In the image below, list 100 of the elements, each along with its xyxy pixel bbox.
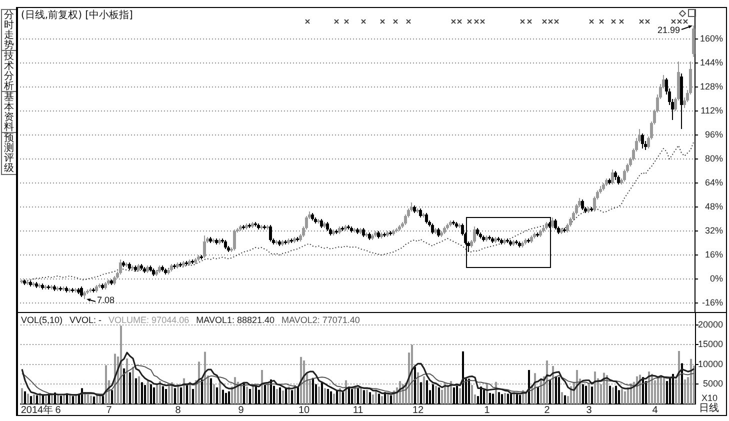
- line-series: [21, 142, 694, 282]
- bar: [546, 360, 548, 404]
- bar: [126, 358, 128, 404]
- bar: [324, 388, 326, 404]
- x-tick-label: 3: [586, 404, 592, 416]
- bar: [267, 382, 269, 404]
- bar: [261, 370, 263, 404]
- y-tick-label: 20000: [698, 319, 723, 330]
- bar: [219, 382, 221, 404]
- bar: [198, 362, 200, 404]
- bar: [459, 388, 461, 404]
- bar: [156, 383, 158, 404]
- bar: [75, 395, 77, 404]
- bar: [690, 358, 692, 404]
- text: 日线: [699, 403, 719, 414]
- side-tab: 预测评级: [1, 132, 16, 175]
- bar: [120, 326, 122, 404]
- y-tick-label: 15000: [698, 339, 723, 350]
- x-tick-label: 4: [652, 404, 658, 416]
- y-axis-title: X10: [702, 392, 718, 403]
- bar: [45, 396, 47, 404]
- bar: [663, 377, 665, 404]
- bar: [525, 392, 527, 404]
- bar: [303, 360, 305, 404]
- bar: [660, 376, 662, 404]
- bar: [606, 375, 608, 404]
- y-tick-label: 64%: [704, 177, 723, 188]
- bar: [213, 384, 215, 404]
- bar: [624, 391, 626, 404]
- bar: [435, 386, 437, 404]
- bar: [540, 379, 542, 404]
- annotation: 21.99: [657, 25, 680, 35]
- x-tick-label: 2014年: [20, 404, 54, 416]
- y-tick-label: 96%: [704, 129, 723, 140]
- bar: [648, 372, 650, 404]
- y-tick-label: 0%: [710, 273, 723, 284]
- bar: [612, 387, 614, 404]
- side-tab: 技术分析: [1, 50, 16, 93]
- text: MAVOL2: 77071.40: [282, 314, 360, 326]
- bar: [27, 394, 29, 404]
- bar: [381, 396, 383, 404]
- x-tick-label: 11: [352, 404, 364, 416]
- bar: [552, 366, 554, 404]
- x-tick-label: 1: [484, 404, 490, 416]
- bar: [657, 378, 659, 404]
- side-tab: 分时走势: [1, 9, 16, 52]
- bar: [561, 392, 563, 404]
- bar: [417, 372, 419, 404]
- text: MAVOL1: 88821.40: [196, 314, 274, 326]
- bar: [387, 393, 389, 404]
- bar: [240, 385, 242, 404]
- bar: [159, 381, 161, 404]
- bar: [333, 394, 335, 404]
- bar: [132, 366, 134, 404]
- bar: [168, 386, 170, 404]
- y-tick-label: 160%: [700, 33, 723, 44]
- bar: [57, 394, 59, 404]
- y-tick-label: 10000: [698, 358, 723, 369]
- bar: [87, 394, 89, 404]
- x-tick-label: 10: [298, 404, 310, 416]
- bar: [471, 385, 473, 404]
- y-tick-label: 5000: [702, 378, 723, 389]
- bar: [621, 388, 623, 404]
- series-label: VOLUME: 97044.06: [108, 314, 190, 326]
- y-tick-label: 144%: [700, 57, 723, 68]
- side-tab: 基本资料: [1, 91, 16, 134]
- bar: [594, 372, 596, 404]
- y-tick-label: 128%: [700, 81, 723, 92]
- bar: [366, 390, 368, 404]
- bar: [246, 386, 248, 404]
- bar: [678, 350, 680, 404]
- bar: [96, 394, 98, 404]
- bar: [447, 385, 449, 404]
- y-tick-label: 16%: [704, 249, 723, 260]
- x-tick-label: 12: [412, 404, 424, 416]
- bar: [183, 378, 185, 404]
- bar: [51, 395, 53, 404]
- bar: [288, 386, 290, 404]
- chart-title: (日线,前复权) [中小板指]: [21, 10, 133, 22]
- x-tick-label: 9: [238, 404, 244, 416]
- bar: [360, 386, 362, 404]
- bar: [138, 376, 140, 404]
- bar: [504, 392, 506, 404]
- bar: [300, 356, 302, 404]
- bar: [411, 344, 413, 404]
- bar: [423, 376, 425, 404]
- bar: [276, 388, 278, 404]
- y-tick-label: -16%: [702, 297, 723, 308]
- bar: [372, 394, 374, 404]
- x-tick-label: 2: [544, 404, 550, 416]
- y-tick-label: 32%: [704, 225, 723, 236]
- x-tick-label: 8: [175, 404, 182, 416]
- bar: [588, 383, 590, 404]
- annotation: 7.08: [97, 295, 115, 305]
- bar: [234, 377, 236, 404]
- bar: [651, 374, 653, 404]
- y-tick-label: 48%: [704, 201, 723, 212]
- bar: [33, 394, 35, 404]
- bar: [105, 365, 107, 404]
- y-tick-label: 80%: [704, 153, 723, 164]
